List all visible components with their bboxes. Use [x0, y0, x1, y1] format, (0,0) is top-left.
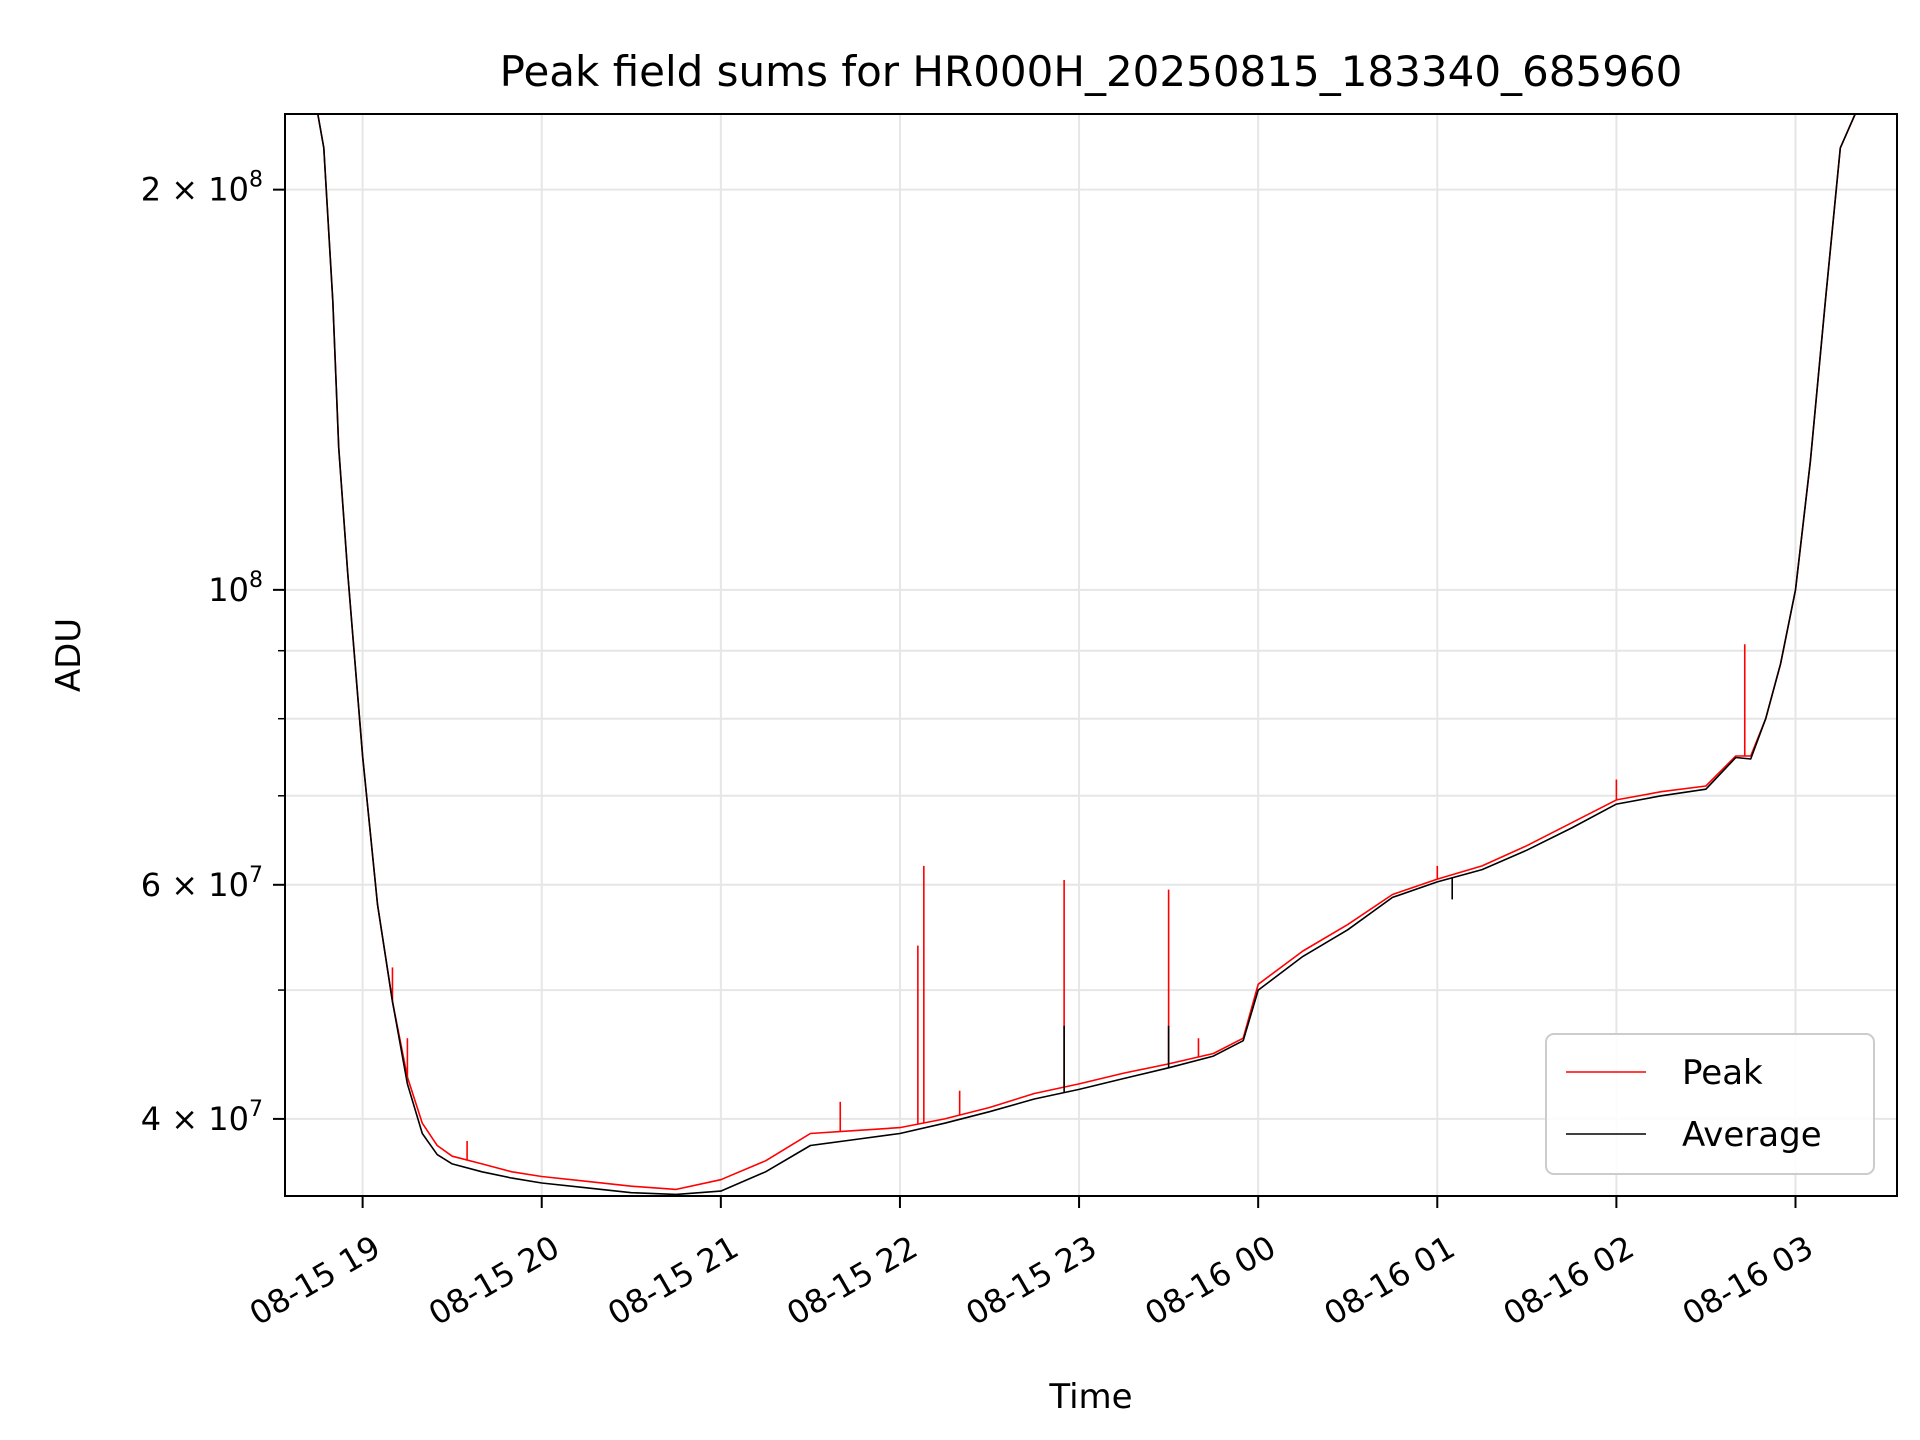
legend: Peak Average — [1545, 1033, 1875, 1175]
chart-title: Peak field sums for HR000H_20250815_1833… — [500, 47, 1683, 96]
legend-box — [1545, 1033, 1875, 1175]
x-tick-label: 08-16 01 — [1318, 1228, 1462, 1333]
plot-frame — [284, 113, 1898, 1197]
x-tick-label: 08-15 21 — [601, 1228, 745, 1333]
y-axis-label: ADU — [49, 618, 89, 692]
legend-average-label: Average — [1682, 1115, 1822, 1155]
grid-lines — [285, 114, 1897, 1196]
x-axis-label: Time — [1048, 1377, 1132, 1417]
x-tick-label: 08-15 22 — [780, 1228, 924, 1333]
x-tick-label: 08-15 19 — [243, 1228, 387, 1333]
y-axis-ticks: 4 × 107 6 × 107 108 2 × 108 — [141, 168, 285, 1138]
legend-peak-label: Peak — [1682, 1053, 1763, 1093]
x-tick-label: 08-16 03 — [1676, 1228, 1820, 1333]
series-line-average — [285, 113, 1897, 1196]
x-axis-ticks: 08-15 19 08-15 20 08-15 21 08-15 22 08-15 23… — [243, 1196, 1820, 1333]
y-tick-label: 6 × 107 — [141, 863, 263, 904]
plot-area — [285, 113, 1897, 1196]
x-tick-label: 08-15 23 — [959, 1228, 1103, 1333]
y-tick-label: 108 — [208, 568, 263, 609]
x-tick-label: 08-16 02 — [1497, 1228, 1641, 1333]
x-tick-label: 08-15 20 — [422, 1228, 566, 1333]
y-tick-label: 2 × 108 — [141, 168, 263, 209]
x-tick-label: 08-16 00 — [1139, 1228, 1283, 1333]
series-line-peak — [285, 113, 1897, 1191]
y-tick-label: 4 × 107 — [141, 1097, 263, 1138]
